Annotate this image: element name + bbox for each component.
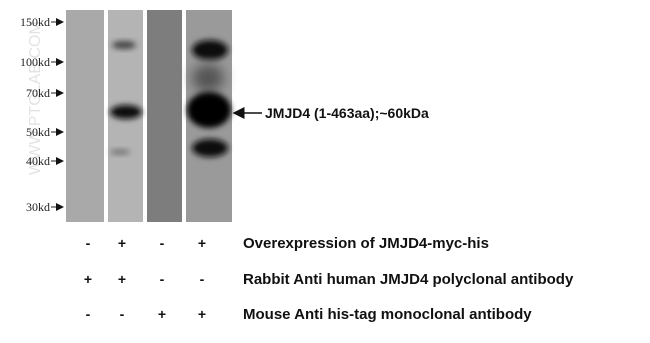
sign: + [84, 271, 92, 287]
conditions: - + - + Overexpression of JMJD4-myc-his + + - - R… [84, 235, 574, 323]
marker-label: 100kd [20, 55, 50, 69]
marker-label: 50kd [26, 125, 50, 139]
annotation: JMJD4 (1-463aa);~60kDa [265, 105, 429, 121]
marker-label: 40kd [26, 154, 50, 168]
sign: - [160, 235, 165, 251]
lane-1 [66, 10, 104, 222]
bands [110, 40, 231, 157]
sign: + [118, 271, 126, 287]
condition-label: Overexpression of JMJD4-myc-his [243, 235, 489, 252]
sign: + [118, 235, 126, 251]
sign: - [120, 306, 125, 322]
band [192, 139, 228, 157]
band [110, 105, 142, 119]
band [110, 149, 130, 155]
watermark: WWW.PTGLAB.COM [27, 21, 44, 175]
sign: - [200, 271, 205, 287]
sign: + [198, 235, 206, 251]
band [112, 41, 136, 49]
band [192, 64, 224, 92]
sign: - [86, 306, 91, 322]
sign: + [158, 306, 166, 322]
sign: + [198, 306, 206, 322]
condition-label: Rabbit Anti human JMJD4 polyclonal antib… [243, 271, 574, 288]
marker-label: 30kd [26, 200, 50, 214]
sign: - [160, 271, 165, 287]
marker-label: 70kd [26, 86, 50, 100]
band [187, 92, 231, 128]
condition-label: Mouse Anti his-tag monoclonal antibody [243, 306, 532, 323]
band [192, 40, 228, 60]
sign: - [86, 235, 91, 251]
marker-labels: 150kd 100kd 70kd 50kd 40kd 30kd [20, 15, 64, 214]
marker-label: 150kd [20, 15, 50, 29]
lane-3 [147, 10, 182, 222]
